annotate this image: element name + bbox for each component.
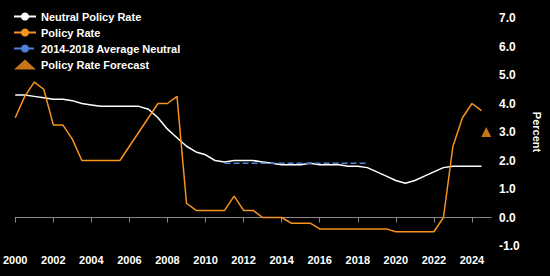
svg-text:2018: 2018 [346, 254, 370, 266]
svg-text:Policy Rate: Policy Rate [41, 27, 100, 39]
svg-text:2016: 2016 [307, 254, 331, 266]
svg-text:2000: 2000 [3, 254, 27, 266]
svg-text:0.0: 0.0 [499, 211, 516, 225]
svg-text:7.0: 7.0 [499, 11, 516, 25]
svg-text:1.0: 1.0 [499, 182, 516, 196]
svg-text:2020: 2020 [384, 254, 408, 266]
svg-text:2014-2018 Average Neutral: 2014-2018 Average Neutral [41, 43, 180, 55]
svg-text:2014: 2014 [269, 254, 294, 266]
svg-text:2008: 2008 [155, 254, 179, 266]
svg-text:2022: 2022 [422, 254, 446, 266]
svg-text:Neutral Policy Rate: Neutral Policy Rate [41, 11, 141, 23]
svg-text:-1.0: -1.0 [499, 239, 520, 253]
svg-text:2010: 2010 [193, 254, 217, 266]
svg-text:5.0: 5.0 [499, 68, 516, 82]
svg-text:Policy Rate Forecast: Policy Rate Forecast [41, 59, 150, 71]
svg-text:2006: 2006 [117, 254, 141, 266]
svg-text:2.0: 2.0 [499, 154, 516, 168]
svg-text:Percent: Percent [531, 112, 543, 153]
svg-text:2004: 2004 [79, 254, 104, 266]
svg-text:2002: 2002 [41, 254, 65, 266]
svg-text:3.0: 3.0 [499, 125, 516, 139]
svg-text:2024: 2024 [460, 254, 485, 266]
svg-text:6.0: 6.0 [499, 40, 516, 54]
svg-text:4.0: 4.0 [499, 97, 516, 111]
svg-text:2012: 2012 [231, 254, 255, 266]
